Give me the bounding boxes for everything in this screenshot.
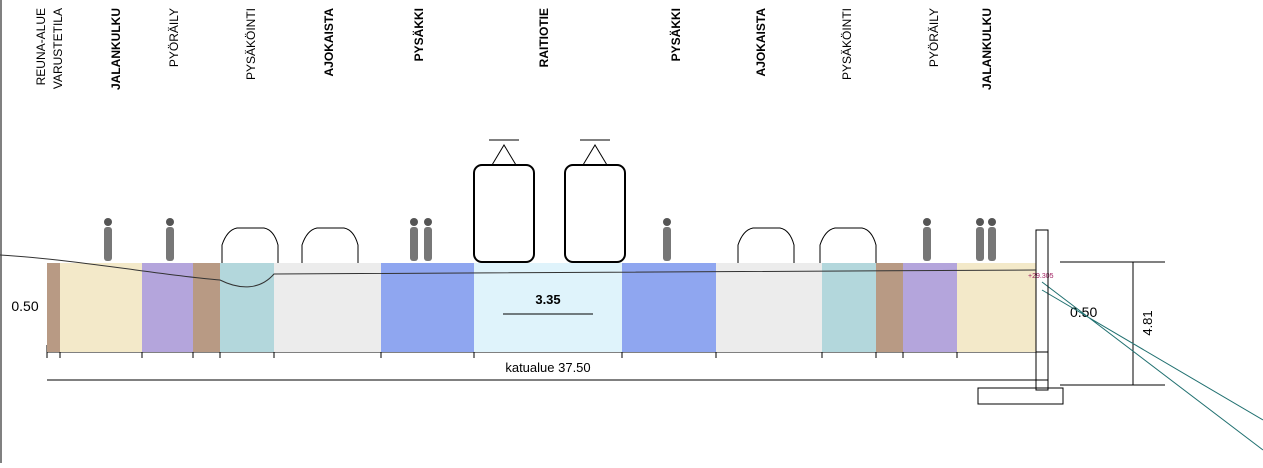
person-head [166,218,174,226]
person-body [976,227,984,261]
person-head [976,218,984,226]
zone [903,263,957,352]
person-body [424,227,432,261]
zone [876,263,903,352]
zone-heading: AJOKAISTA [754,8,768,77]
person-body [663,227,671,261]
total-width: katualue 37.50 [505,360,590,375]
person-head [988,218,996,226]
zone [220,263,274,352]
person-head [410,218,418,226]
zone-heading: PYSÄKÖINTI [840,8,854,80]
person-body [166,227,174,261]
elevation: +29.305 [1028,273,1054,280]
zone-heading: JALANKULKU [109,8,123,90]
zone [193,263,220,352]
person-head [424,218,432,226]
person-head [663,218,671,226]
car [819,227,877,269]
car [301,227,359,269]
tram-pantograph [580,139,610,166]
person-head [104,218,112,226]
zone-heading: RAITIOTIE [537,8,551,67]
person-body [923,227,931,261]
zone [60,263,142,352]
person-body [104,227,112,261]
tram-pantograph [489,139,519,166]
zone [822,263,876,352]
zone-heading: PYSÄKÖINTI [244,8,258,80]
car [737,227,795,269]
zone-heading: PYSÄKKI [668,8,683,61]
ground-line [0,254,1037,288]
zone [381,263,474,352]
zone-heading: REUNA-ALUE [34,8,48,85]
zone [622,263,716,352]
person-body [410,227,418,261]
wall [1035,229,1049,391]
zone [142,263,193,352]
zone-heading: VARUSTETILA [51,8,65,89]
zone-heading: JALANKULKU [980,8,994,90]
person-head [923,218,931,226]
zone [47,263,60,352]
height-label: 4.81 [1140,310,1155,335]
person-body [988,227,996,261]
foundation [977,387,1064,405]
zone-heading: PYÖRÄILY [167,8,181,67]
zone-heading: PYÖRÄILY [927,8,941,67]
zone [957,263,1036,352]
zone [474,263,622,352]
zone-heading: AJOKAISTA [322,8,336,77]
tram [473,164,535,263]
width-label: 0.50 [11,298,38,314]
zone-heading: PYSÄKKI [411,8,426,61]
zone [716,263,822,352]
tram [564,164,626,263]
zone [274,263,381,352]
track-gauge: 3.35 [535,292,560,307]
slope [1041,281,1263,451]
car [221,227,279,269]
